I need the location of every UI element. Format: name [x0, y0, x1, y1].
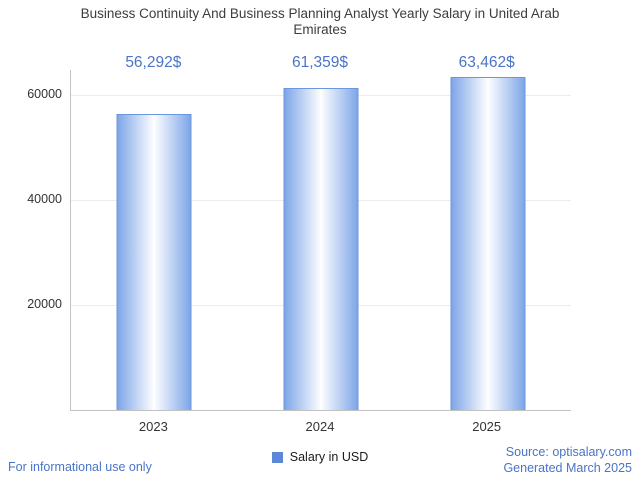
- plot-area: [70, 70, 571, 411]
- bar-band: [238, 70, 405, 410]
- legend-swatch-icon: [271, 451, 283, 463]
- bar-value-label-2024: 61,359$: [291, 54, 349, 71]
- bar-band: [71, 70, 238, 410]
- disclaimer-text: For informational use only: [8, 460, 152, 474]
- bar-value-label-2025: 63,462$: [458, 54, 515, 71]
- legend: Salary in USD: [70, 450, 570, 464]
- y-axis-tick-label: 60000: [27, 87, 62, 101]
- chart-title: Business Continuity And Business Plannin…: [80, 6, 560, 37]
- bar-value-label-2023: 56,292$: [125, 54, 182, 71]
- x-axis-label-2024: 2024: [305, 419, 335, 434]
- legend-label: Salary in USD: [289, 450, 369, 464]
- bar-band: [404, 70, 571, 410]
- bar-2024[interactable]: [283, 87, 359, 410]
- generated-date: Generated March 2025: [503, 461, 632, 475]
- bar-2023[interactable]: [116, 114, 192, 410]
- source-block: Source: optisalary.com Generated March 2…: [503, 444, 632, 476]
- bar-value-labels: 56,292$ 61,359$ 63,462$: [70, 54, 570, 72]
- y-axis-tick-label: 20000: [27, 297, 62, 311]
- source-link[interactable]: Source: optisalary.com: [505, 445, 632, 459]
- y-axis-tick-label: 40000: [27, 192, 62, 206]
- x-axis-label-2025: 2025: [472, 419, 502, 434]
- x-axis-labels: 2023 2024 2025: [70, 419, 570, 434]
- bar-group: [71, 70, 571, 410]
- x-axis-label-2023: 2023: [138, 419, 168, 434]
- bar-2025[interactable]: [450, 76, 526, 410]
